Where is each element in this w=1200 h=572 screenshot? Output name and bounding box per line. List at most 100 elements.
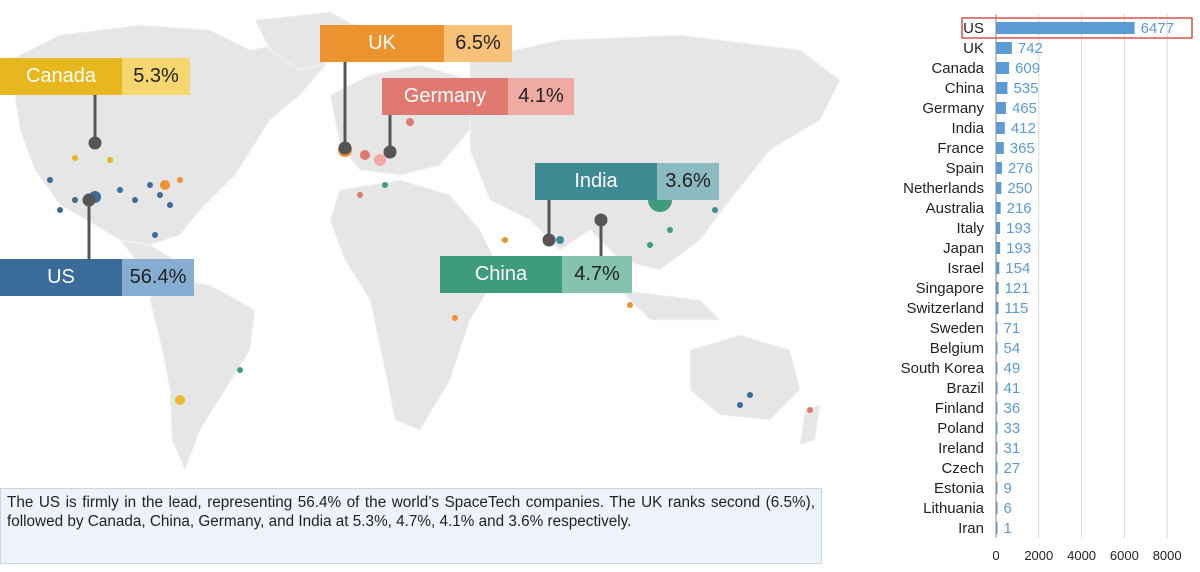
bar bbox=[996, 462, 998, 474]
bar bbox=[996, 82, 1008, 94]
category-label: Belgium bbox=[930, 340, 984, 357]
value-label: 49 bbox=[1004, 360, 1021, 377]
callout-country: UK bbox=[320, 25, 444, 62]
callout-percent: 6.5% bbox=[444, 25, 512, 62]
category-label: Germany bbox=[922, 100, 984, 117]
callout-country: Germany bbox=[382, 78, 508, 115]
category-label: Italy bbox=[956, 220, 984, 237]
bar bbox=[996, 222, 1001, 234]
callout-country: US bbox=[0, 259, 122, 296]
land-australia bbox=[689, 334, 801, 421]
world-map-panel: Canada 5.3% UK 6.5% Germany 4.1% India 3… bbox=[0, 11, 841, 472]
value-label: 465 bbox=[1012, 100, 1037, 117]
value-label: 216 bbox=[1007, 200, 1032, 217]
bar bbox=[996, 322, 998, 334]
value-label: 535 bbox=[1013, 80, 1038, 97]
bar bbox=[996, 382, 998, 394]
category-label: Czech bbox=[941, 460, 984, 477]
category-label: China bbox=[945, 80, 985, 97]
x-tick-label: 4000 bbox=[1067, 548, 1096, 563]
category-label: Poland bbox=[937, 420, 984, 437]
highlight-box bbox=[961, 17, 1193, 39]
category-label: Australia bbox=[926, 200, 985, 217]
category-label: US bbox=[963, 20, 984, 37]
land-south-america bbox=[149, 274, 256, 472]
bar bbox=[996, 442, 998, 454]
callout-us: US 56.4% bbox=[0, 259, 194, 296]
caption-text: The US is firmly in the lead, representi… bbox=[0, 488, 822, 564]
category-label: South Korea bbox=[901, 360, 985, 377]
value-label: 33 bbox=[1004, 420, 1021, 437]
category-label: Japan bbox=[943, 240, 984, 257]
category-label: Finland bbox=[935, 400, 984, 417]
value-label: 412 bbox=[1011, 120, 1036, 137]
bar bbox=[996, 402, 998, 414]
category-label: Israel bbox=[947, 260, 984, 277]
value-label: 121 bbox=[1005, 280, 1030, 297]
value-label: 365 bbox=[1010, 140, 1035, 157]
bar bbox=[996, 102, 1006, 114]
callout-country: India bbox=[535, 163, 657, 200]
bar bbox=[996, 262, 1000, 274]
callout-uk: UK 6.5% bbox=[320, 25, 512, 62]
category-label: Brazil bbox=[946, 380, 984, 397]
x-tick-label: 0 bbox=[992, 548, 999, 563]
value-label: 36 bbox=[1004, 400, 1021, 417]
value-label: 31 bbox=[1004, 440, 1021, 457]
category-label: Iran bbox=[958, 520, 984, 537]
callout-canada: Canada 5.3% bbox=[0, 58, 190, 95]
callout-leaders bbox=[82, 60, 608, 260]
value-label: 276 bbox=[1008, 160, 1033, 177]
bar bbox=[996, 162, 1002, 174]
category-label: Ireland bbox=[938, 440, 984, 457]
value-label: 250 bbox=[1007, 180, 1032, 197]
category-label: Netherlands bbox=[903, 180, 984, 197]
category-label: Estonia bbox=[934, 480, 985, 497]
bar bbox=[996, 62, 1010, 74]
bar bbox=[996, 122, 1005, 134]
callout-percent: 4.7% bbox=[562, 256, 632, 293]
value-label: 193 bbox=[1006, 240, 1031, 257]
category-label: Lithuania bbox=[923, 500, 985, 517]
callout-percent: 3.6% bbox=[657, 163, 719, 200]
land-new-zealand bbox=[799, 404, 821, 446]
value-label: 6 bbox=[1004, 500, 1012, 517]
bar bbox=[996, 42, 1012, 54]
value-label: 9 bbox=[1004, 480, 1012, 497]
callout-india: India 3.6% bbox=[535, 163, 719, 200]
value-label: 193 bbox=[1006, 220, 1031, 237]
category-label: Sweden bbox=[930, 320, 984, 337]
bar bbox=[996, 482, 998, 494]
gridlines bbox=[995, 14, 1168, 538]
category-label: Singapore bbox=[916, 280, 984, 297]
bar bbox=[996, 22, 1135, 34]
bar bbox=[996, 342, 998, 354]
value-label: 71 bbox=[1004, 320, 1021, 337]
bar bbox=[996, 282, 999, 294]
value-label: 54 bbox=[1004, 340, 1021, 357]
value-label: 1 bbox=[1004, 520, 1012, 537]
category-label: Switzerland bbox=[906, 300, 984, 317]
bar bbox=[996, 362, 998, 374]
callout-percent: 56.4% bbox=[122, 259, 194, 296]
value-label: 609 bbox=[1015, 60, 1040, 77]
category-label: Spain bbox=[946, 160, 984, 177]
bar bbox=[996, 422, 998, 434]
x-tick-label: 8000 bbox=[1153, 548, 1182, 563]
x-tick-label: 6000 bbox=[1110, 548, 1139, 563]
value-label: 154 bbox=[1005, 260, 1030, 277]
category-label: India bbox=[951, 120, 984, 137]
callout-percent: 4.1% bbox=[508, 78, 574, 115]
land-asia bbox=[469, 34, 841, 271]
land-africa bbox=[329, 179, 501, 431]
bar bbox=[996, 522, 998, 534]
value-label: 742 bbox=[1018, 40, 1043, 57]
category-label: France bbox=[937, 140, 984, 157]
bar bbox=[996, 202, 1001, 214]
category-label: UK bbox=[963, 40, 984, 57]
x-axis: 0 2000 4000 6000 8000 bbox=[992, 14, 1182, 563]
bar bbox=[996, 302, 999, 314]
callout-germany: Germany 4.1% bbox=[382, 78, 574, 115]
callout-country: China bbox=[440, 256, 562, 293]
